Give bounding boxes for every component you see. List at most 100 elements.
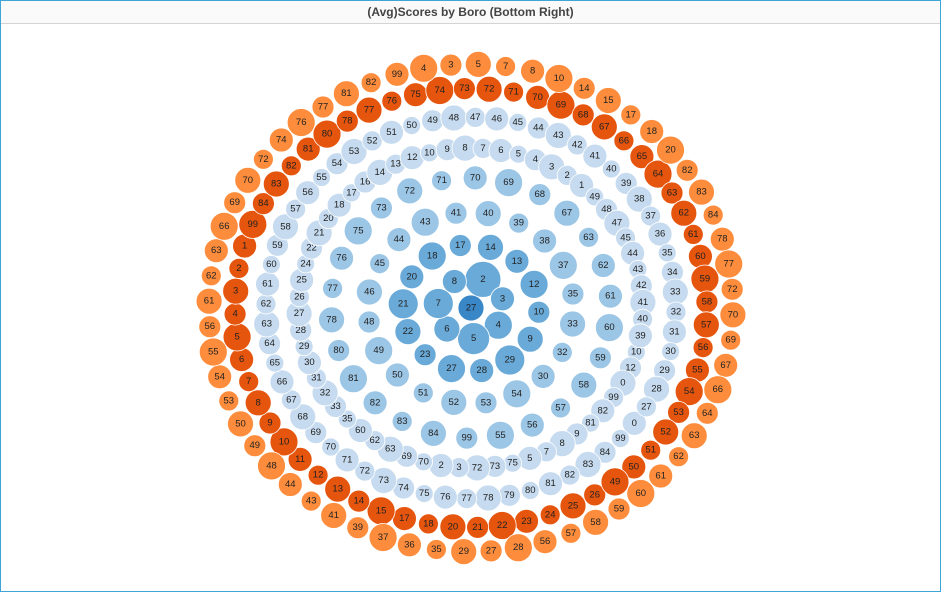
- bubble[interactable]: 66: [613, 130, 635, 152]
- bubble-circle[interactable]: [295, 136, 321, 162]
- bubble-circle[interactable]: [477, 233, 504, 261]
- bubble-circle[interactable]: [611, 429, 630, 448]
- bubble[interactable]: 5: [517, 445, 543, 471]
- bubble-circle[interactable]: [222, 322, 252, 352]
- bubble-circle[interactable]: [238, 209, 268, 239]
- bubble-circle[interactable]: [440, 388, 468, 416]
- bubble-circle[interactable]: [625, 185, 653, 213]
- bubble-circle[interactable]: [379, 119, 404, 145]
- bubble-circle[interactable]: [648, 463, 674, 489]
- bubble-circle[interactable]: [527, 300, 551, 324]
- bubble[interactable]: 72: [475, 75, 503, 103]
- bubble[interactable]: 41: [444, 201, 468, 225]
- bubble-circle[interactable]: [479, 539, 503, 563]
- bubble[interactable]: 35: [561, 282, 585, 306]
- bubble-circle[interactable]: [207, 364, 233, 390]
- bubble[interactable]: 61: [255, 271, 281, 297]
- bubble[interactable]: 59: [589, 346, 612, 370]
- bubble[interactable]: 62: [200, 265, 222, 287]
- bubble-circle[interactable]: [340, 138, 368, 165]
- bubble[interactable]: 62: [668, 446, 689, 468]
- bubble[interactable]: 18: [417, 241, 447, 271]
- bubble-circle[interactable]: [488, 138, 514, 163]
- bubble[interactable]: 40: [474, 200, 502, 228]
- bubble-circle[interactable]: [362, 390, 388, 416]
- bubble[interactable]: 20: [656, 135, 685, 165]
- bubble-circle[interactable]: [384, 61, 410, 87]
- bubble[interactable]: 8: [520, 58, 545, 84]
- bubble-circle[interactable]: [403, 82, 428, 108]
- bubble[interactable]: 37: [368, 523, 398, 552]
- bubble-circle[interactable]: [450, 538, 478, 565]
- bubble[interactable]: 13: [504, 248, 530, 274]
- bubble[interactable]: 15: [594, 87, 622, 114]
- bubble[interactable]: 4: [223, 302, 247, 326]
- bubble-circle[interactable]: [195, 287, 223, 315]
- bubble[interactable]: 12: [307, 464, 329, 486]
- bubble-circle[interactable]: [660, 181, 684, 205]
- bubble[interactable]: 76: [432, 484, 458, 510]
- bubble[interactable]: 64: [695, 401, 719, 425]
- bubble[interactable]: 8: [244, 389, 272, 417]
- bubble[interactable]: 52: [361, 130, 383, 152]
- bubble-circle[interactable]: [399, 264, 425, 290]
- bubble[interactable]: 81: [338, 364, 368, 394]
- bubble[interactable]: 51: [640, 439, 662, 461]
- bubble-circle[interactable]: [665, 301, 687, 323]
- bubble-circle[interactable]: [661, 342, 680, 361]
- bubble-circle[interactable]: [280, 155, 302, 177]
- bubble-circle[interactable]: [474, 484, 502, 512]
- bubble-circle[interactable]: [335, 109, 359, 133]
- bubble[interactable]: 23: [413, 343, 437, 367]
- bubble-circle[interactable]: [670, 199, 698, 227]
- bubble-circle[interactable]: [355, 278, 383, 306]
- bubble-circle[interactable]: [198, 315, 222, 339]
- bubble-circle[interactable]: [347, 489, 371, 513]
- bubble-circle[interactable]: [285, 198, 307, 220]
- bubble-circle[interactable]: [343, 216, 373, 246]
- bubble-circle[interactable]: [441, 269, 467, 294]
- bubble-circle[interactable]: [257, 451, 286, 481]
- bubble-circle[interactable]: [419, 143, 439, 163]
- bubble[interactable]: 57: [692, 311, 720, 339]
- bubble-circle[interactable]: [548, 250, 578, 280]
- bubble[interactable]: 18: [639, 119, 665, 144]
- bubble[interactable]: 99: [455, 426, 479, 450]
- bubble[interactable]: 3: [222, 277, 250, 305]
- bubble-circle[interactable]: [222, 277, 250, 305]
- bubble-circle[interactable]: [720, 277, 744, 301]
- bubble[interactable]: 50: [402, 116, 422, 135]
- bubble[interactable]: 31: [662, 319, 687, 345]
- bubble-circle[interactable]: [600, 467, 630, 497]
- bubble[interactable]: 46: [355, 278, 383, 306]
- bubble-circle[interactable]: [682, 223, 704, 245]
- bubble-circle[interactable]: [354, 460, 376, 482]
- bubble-circle[interactable]: [462, 165, 488, 191]
- bubble-circle[interactable]: [583, 483, 607, 507]
- bubble-circle[interactable]: [607, 497, 631, 521]
- bubble[interactable]: 77: [311, 95, 335, 119]
- bubble-circle[interactable]: [457, 322, 491, 356]
- bubble-circle[interactable]: [661, 278, 689, 306]
- bubble[interactable]: 45: [369, 253, 391, 275]
- bubble[interactable]: 83: [262, 170, 290, 198]
- bubble[interactable]: 56: [519, 412, 545, 438]
- bubble[interactable]: 46: [484, 106, 510, 132]
- bubble-circle[interactable]: [560, 522, 582, 544]
- bubble-circle[interactable]: [439, 513, 467, 541]
- bubble-circle[interactable]: [508, 113, 528, 132]
- bubble[interactable]: 58: [570, 371, 598, 399]
- bubble[interactable]: 65: [265, 353, 285, 373]
- bubble-circle[interactable]: [360, 72, 382, 94]
- bubble-circle[interactable]: [475, 75, 503, 103]
- bubble[interactable]: 63: [203, 238, 229, 264]
- bubble-circle[interactable]: [432, 484, 458, 510]
- bubble[interactable]: 10: [527, 300, 551, 324]
- bubble[interactable]: 57: [550, 397, 571, 419]
- bubble-circle[interactable]: [674, 377, 704, 407]
- bubble-circle[interactable]: [636, 396, 657, 418]
- bubble[interactable]: 77: [322, 277, 344, 299]
- bubble-circle[interactable]: [514, 508, 539, 534]
- bubble[interactable]: 45: [508, 113, 528, 132]
- bubble-circle[interactable]: [252, 148, 274, 170]
